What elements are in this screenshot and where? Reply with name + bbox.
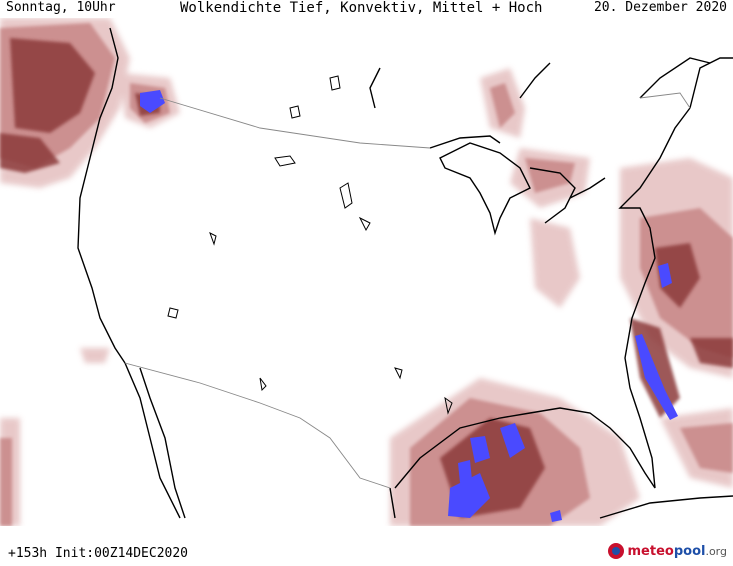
- coastlines: [77, 27, 733, 519]
- header-date: 20. Dezember 2020: [593, 0, 727, 15]
- logo-text-meteo: meteo: [627, 543, 674, 559]
- logo-text: meteopool.org: [628, 544, 728, 559]
- model-run-info: +153h Init:00Z14DEC2020: [8, 546, 189, 561]
- meteopool-logo[interactable]: meteopool.org: [607, 543, 728, 559]
- convective-cells: [140, 90, 678, 522]
- meteopool-logo-icon: [607, 543, 624, 559]
- logo-text-pool: pool: [673, 543, 706, 559]
- lakes: [167, 75, 453, 415]
- cloud-density-map: [0, 18, 733, 526]
- header-day-time: Sonntag, 10Uhr: [6, 0, 116, 15]
- logo-text-org: .org: [705, 544, 727, 558]
- country-borders: [124, 92, 691, 489]
- footer-bar: +153h Init:00Z14DEC2020 meteopool.org: [0, 540, 733, 566]
- map-title: Wolkendichte Tief, Konvektiv, Mittel + H…: [180, 0, 543, 16]
